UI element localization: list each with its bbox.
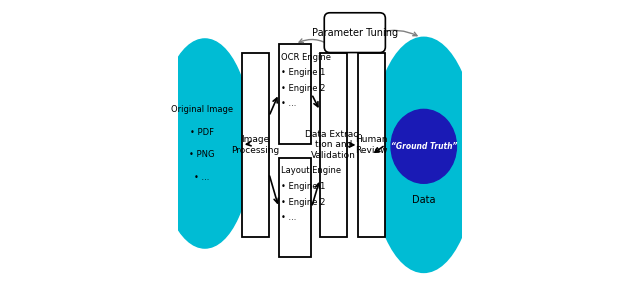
Text: Data: Data <box>412 195 435 205</box>
Text: • ...: • ... <box>281 100 296 108</box>
Bar <box>358 53 385 237</box>
Ellipse shape <box>391 109 456 183</box>
Ellipse shape <box>158 39 252 248</box>
Text: Parameter Tuning: Parameter Tuning <box>312 28 398 38</box>
Ellipse shape <box>371 38 476 272</box>
Bar <box>279 44 312 144</box>
Text: • Engine 2: • Engine 2 <box>281 84 325 93</box>
Text: Human
Review: Human Review <box>356 135 388 155</box>
Text: Original Image: Original Image <box>171 105 233 114</box>
Text: “Ground Truth”: “Ground Truth” <box>390 142 457 151</box>
Text: • Engine 1: • Engine 1 <box>281 182 325 191</box>
FancyBboxPatch shape <box>324 13 385 53</box>
Text: • PNG: • PNG <box>189 150 215 159</box>
Text: Data Extrac-
tion and
Validation: Data Extrac- tion and Validation <box>305 130 362 160</box>
Text: • Engine 1: • Engine 1 <box>281 68 325 77</box>
Text: Image
Processing: Image Processing <box>231 135 280 155</box>
Bar <box>279 158 312 257</box>
Text: • Engine 2: • Engine 2 <box>281 197 325 207</box>
Text: • ...: • ... <box>281 213 296 222</box>
Bar <box>242 53 269 237</box>
Text: • ...: • ... <box>195 173 210 182</box>
Text: • PDF: • PDF <box>190 128 214 137</box>
Bar <box>320 53 347 237</box>
Text: Layout Engine: Layout Engine <box>281 166 341 175</box>
Text: OCR Engine: OCR Engine <box>281 53 331 61</box>
